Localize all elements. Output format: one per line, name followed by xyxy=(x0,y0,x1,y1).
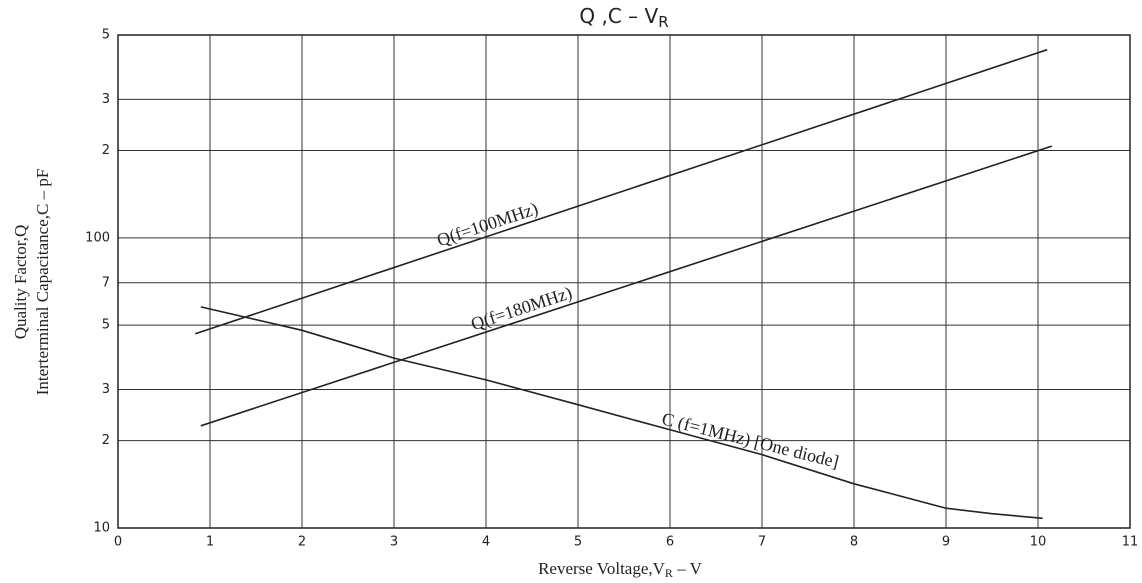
x-label-tail: – V xyxy=(673,559,703,578)
x-tick-label: 4 xyxy=(482,535,490,550)
x-tick-label: 11 xyxy=(1122,535,1139,550)
x-label-text: Reverse Voltage,V xyxy=(538,559,666,578)
x-tick-label: 6 xyxy=(666,535,674,550)
series-line xyxy=(195,48,1048,335)
x-tick-label: 3 xyxy=(390,535,398,550)
title-text: Q ,C – V xyxy=(579,4,658,28)
y-tick-label: 7 xyxy=(102,275,110,290)
x-tick-label: 1 xyxy=(206,535,214,550)
y-tick-label: 2 xyxy=(102,143,110,158)
y-tick-label: 5 xyxy=(102,28,110,43)
x-tick-label: 9 xyxy=(942,535,950,550)
series-line xyxy=(200,145,1053,427)
y-tick-label: 2 xyxy=(102,433,110,448)
x-tick-label: 0 xyxy=(114,535,122,550)
y-tick-label: 3 xyxy=(102,382,110,397)
x-axis-label: Reverse Voltage,VR – V xyxy=(538,559,703,580)
y-tick-label: 5 xyxy=(102,318,110,333)
chart-title: Q ,C – VR xyxy=(579,4,668,31)
title-sub: R xyxy=(658,13,668,31)
x-tick-label: 8 xyxy=(850,535,858,550)
plot-frame xyxy=(117,34,1131,529)
x-tick-label: 10 xyxy=(1030,535,1047,550)
x-tick-label: 7 xyxy=(758,535,766,550)
y-axis-label: Quality Factor,Q xyxy=(11,225,30,340)
x-tick-label: 2 xyxy=(298,535,306,550)
series-line xyxy=(200,306,1043,520)
x-tick-label: 5 xyxy=(574,535,582,550)
y-axis-label: Interterminal Capacitance,C – pF xyxy=(33,169,52,396)
y-tick-label: 10 xyxy=(93,521,110,536)
y-tick-label: 100 xyxy=(85,230,110,245)
x-label-sub: R xyxy=(665,566,673,580)
y-tick-label: 3 xyxy=(102,92,110,107)
